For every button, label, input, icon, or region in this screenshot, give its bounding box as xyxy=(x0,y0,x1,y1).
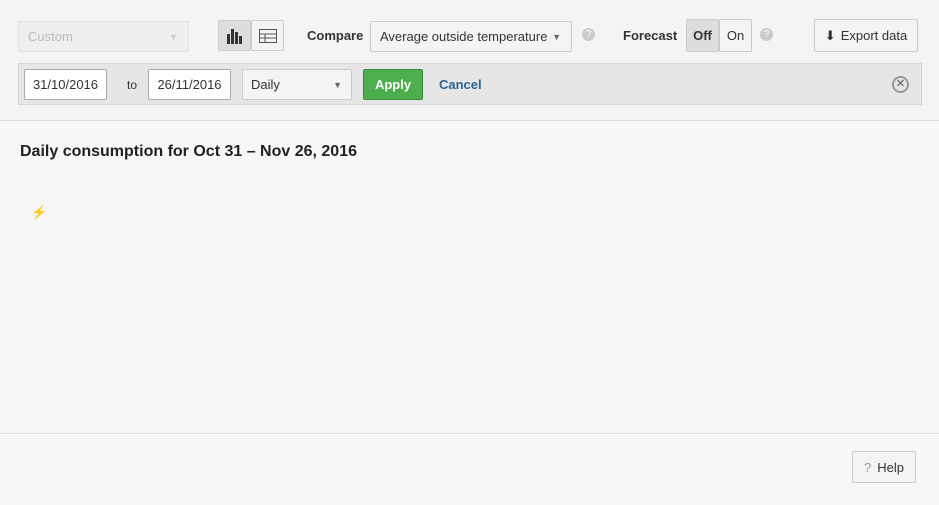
bottom-divider xyxy=(0,433,939,434)
to-label: to xyxy=(127,78,138,92)
chart-view-button[interactable]: 01020304005101520kilowatt hours (kWh)Ave… xyxy=(218,20,251,51)
export-button[interactable]: ⬇ Export data xyxy=(814,19,918,52)
export-text: Export data xyxy=(840,28,908,43)
forecast-on[interactable]: On xyxy=(719,19,752,52)
help-text: Help xyxy=(877,459,904,475)
power-icon: ⚡ xyxy=(31,204,47,220)
to-date[interactable]: 26/11/2016 xyxy=(148,69,231,100)
forecast-off[interactable]: Off xyxy=(686,19,719,52)
help-button[interactable]: ? Help xyxy=(852,451,916,483)
apply-button[interactable]: Apply xyxy=(363,69,423,100)
interval-select[interactable]: Daily ▼ xyxy=(242,69,352,100)
compare-label: Compare xyxy=(307,28,364,43)
compare-text: Average outside temperature xyxy=(380,29,548,44)
period-text: Custom xyxy=(28,29,73,44)
chart-title: Daily consumption for Oct 31 – Nov 26, 2… xyxy=(20,143,357,160)
forecast-label: Forecast xyxy=(623,28,678,43)
cancel-link[interactable]: Cancel xyxy=(439,77,482,92)
interval-text: Daily xyxy=(251,77,280,92)
info-icon[interactable]: ? xyxy=(760,28,773,41)
close-icon[interactable]: ✕ xyxy=(892,76,909,93)
from-date[interactable]: 31/10/2016 xyxy=(24,69,107,100)
info-icon[interactable]: ? xyxy=(582,28,595,41)
compare-select[interactable]: Average outside temperature ▼ xyxy=(370,21,572,52)
period-select[interactable]: Custom ▼ xyxy=(18,21,189,52)
table-view-button[interactable] xyxy=(251,20,284,51)
